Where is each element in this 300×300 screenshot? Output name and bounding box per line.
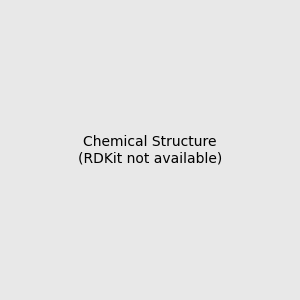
Text: Chemical Structure
(RDKit not available): Chemical Structure (RDKit not available): [78, 135, 222, 165]
